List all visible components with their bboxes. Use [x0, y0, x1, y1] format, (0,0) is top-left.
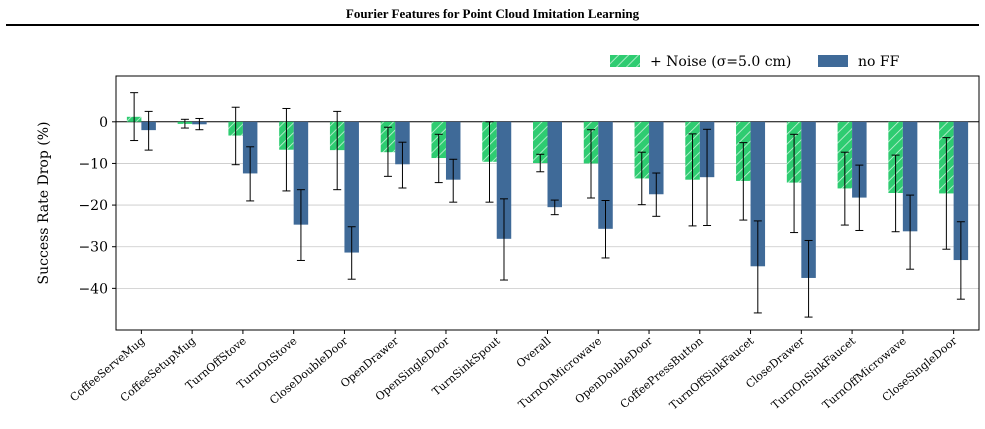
y-axis-label: Success Rate Drop (%)	[36, 122, 52, 285]
title-divider	[6, 24, 979, 26]
x-tick-label: TurnOnSinkFaucet	[769, 334, 858, 412]
bar	[750, 121, 766, 267]
bar	[293, 121, 309, 225]
bar	[852, 121, 867, 198]
y-tick-label: 0	[99, 115, 108, 131]
bar	[649, 121, 664, 195]
x-tick-label: TurnOffMicrowave	[820, 334, 909, 412]
bar	[801, 121, 816, 278]
bar	[344, 121, 359, 253]
x-tick-label: Overall	[514, 334, 554, 370]
bar	[496, 121, 512, 239]
figure-header: Fourier Features for Point Cloud Imitati…	[0, 0, 985, 26]
page-title: Fourier Features for Point Cloud Imitati…	[345, 6, 640, 21]
y-tick-label: −10	[78, 156, 108, 172]
bar	[953, 121, 969, 261]
bar	[634, 121, 650, 179]
x-tick-label: TurnOnMicrowave	[516, 334, 604, 411]
bar	[902, 121, 918, 232]
legend-label: no FF	[858, 54, 900, 70]
y-tick-label: −30	[78, 240, 108, 256]
bar	[445, 121, 461, 180]
y-tick-label: −40	[78, 281, 108, 297]
bar	[547, 121, 562, 208]
bar	[598, 121, 613, 229]
bar	[533, 121, 548, 164]
legend-label: + Noise (σ=5.0 cm)	[650, 54, 791, 70]
y-tick-label: −20	[78, 198, 108, 214]
x-tick-label: CoffeePressButton	[618, 334, 706, 411]
legend-swatch	[610, 55, 640, 67]
x-tick-label: TurnOffSinkFaucet	[667, 334, 757, 412]
legend-swatch	[818, 55, 848, 67]
